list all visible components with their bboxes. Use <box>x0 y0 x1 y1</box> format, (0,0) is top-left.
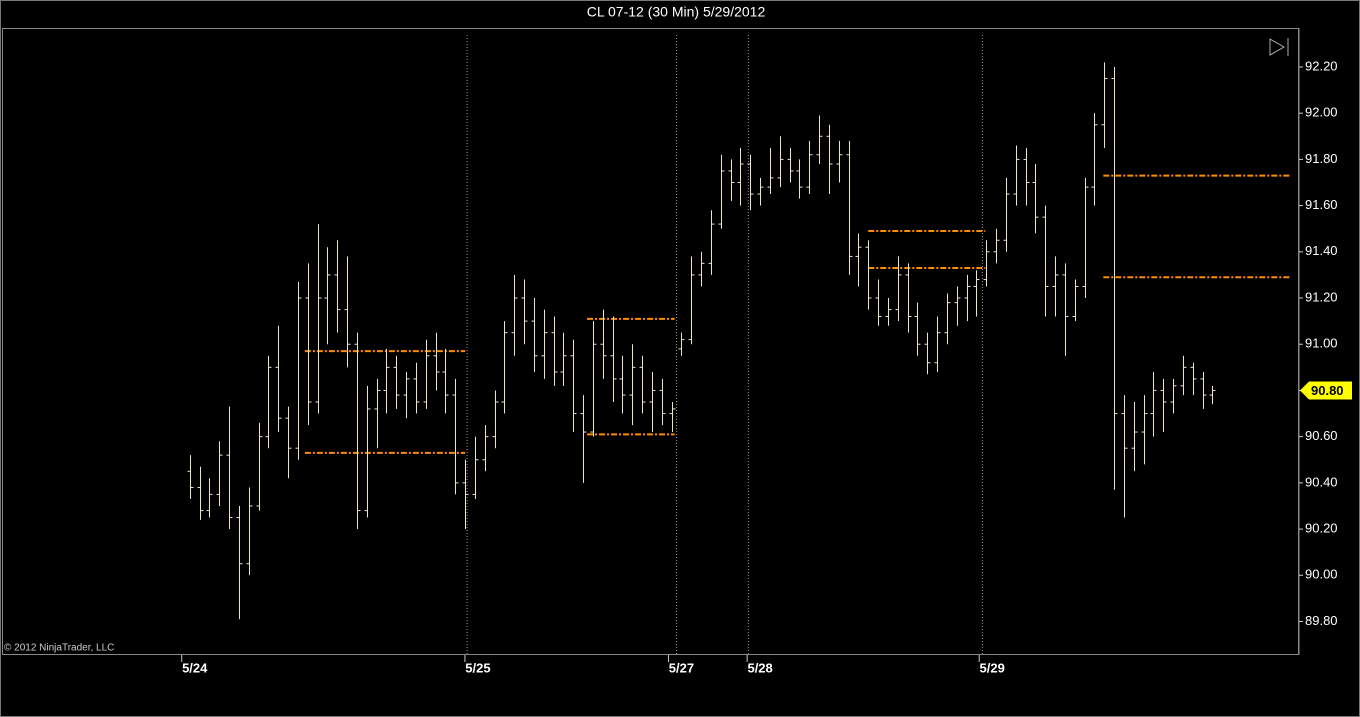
y-tick-label: 90.20 <box>1305 521 1338 536</box>
scroll-end-button[interactable] <box>1269 38 1289 56</box>
last-price-label: 90.80 <box>1311 383 1344 398</box>
y-tick-label: 90.00 <box>1305 567 1338 582</box>
copyright: © 2012 NinjaTrader, LLC <box>4 643 114 654</box>
chart-title: CL 07-12 (30 Min) 5/29/2012 <box>587 4 766 20</box>
y-tick-label: 92.00 <box>1305 105 1338 120</box>
x-tick-label: 5/28 <box>747 660 772 675</box>
y-tick-label: 91.80 <box>1305 151 1338 166</box>
y-tick-label: 90.40 <box>1305 474 1338 489</box>
x-tick-label: 5/29 <box>980 660 1005 675</box>
x-tick-label: 5/24 <box>182 660 208 675</box>
y-tick-label: 90.60 <box>1305 428 1338 443</box>
y-tick-label: 91.40 <box>1305 243 1338 258</box>
y-tick-label: 91.60 <box>1305 197 1338 212</box>
x-tick-label: 5/27 <box>669 660 694 675</box>
y-tick-label: 92.20 <box>1305 58 1338 73</box>
x-tick-label: 5/25 <box>465 660 490 675</box>
y-tick-label: 91.20 <box>1305 289 1338 304</box>
y-tick-label: 91.00 <box>1305 336 1338 351</box>
last-price-marker <box>1300 381 1352 400</box>
y-tick-label: 89.80 <box>1305 613 1338 628</box>
scroll-arrow[interactable] <box>1269 38 1286 56</box>
